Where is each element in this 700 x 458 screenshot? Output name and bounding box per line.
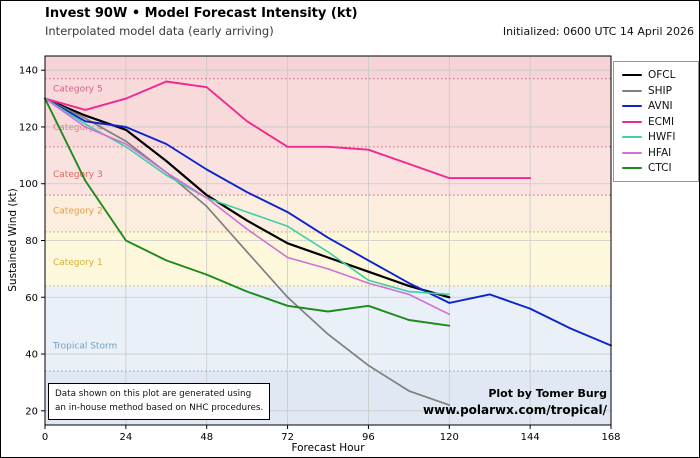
legend-line-swatch <box>622 136 642 138</box>
band-category-3 <box>45 146 611 196</box>
x-tick-label: 120 <box>440 432 459 443</box>
series-HWFI <box>44 97 451 296</box>
annotation-line-1: Data shown on this plot are generated us… <box>55 389 252 399</box>
y-tick-label: 100 <box>19 179 38 190</box>
legend-label: HFAI <box>648 146 672 159</box>
legend-line-swatch <box>622 105 642 107</box>
x-tick-label: 168 <box>601 432 620 443</box>
legend-line-swatch <box>622 73 642 77</box>
x-tick-label: 24 <box>119 432 132 443</box>
band-category-4 <box>45 78 611 147</box>
band-category-5 <box>45 56 611 79</box>
series-SHIP <box>44 97 451 406</box>
legend-label: CTCI <box>648 162 672 174</box>
credit-url: www.polarwx.com/tropical/ <box>423 402 607 417</box>
x-tick-label: 72 <box>281 432 294 443</box>
legend-entry-AVNI: AVNI <box>622 100 690 112</box>
band-tropical-storm <box>45 285 611 372</box>
band-label-category-1: Category 1 <box>53 258 103 268</box>
legend-label: AVNI <box>648 100 673 112</box>
legend-entry-ECMI: ECMI <box>622 115 690 128</box>
legend-entry-OFCL: OFCL <box>622 69 690 81</box>
credit: Plot by Tomer Burg www.polarwx.com/tropi… <box>423 387 607 418</box>
chart-title: Invest 90W • Model Forecast Intensity (k… <box>45 6 358 21</box>
legend-entry-SHIP: SHIP <box>622 84 690 97</box>
legend-line-swatch <box>622 120 642 123</box>
legend-label: ECMI <box>648 115 675 128</box>
x-tick-label: 96 <box>362 432 375 443</box>
legend-label: SHIP <box>648 84 672 97</box>
x-tick-label: 0 <box>42 432 48 443</box>
series-AVNI <box>44 97 612 347</box>
y-tick-label: 20 <box>25 406 38 417</box>
legend-entry-HWFI: HWFI <box>622 131 690 143</box>
y-tick-label: 40 <box>25 350 38 361</box>
legend-line-swatch <box>622 89 642 92</box>
series-CTCI <box>44 97 451 327</box>
legend-entry-CTCI: CTCI <box>622 162 690 174</box>
y-axis-label: Sustained Wind (kt) <box>7 188 19 292</box>
band-label-category-4: Category 4 <box>53 123 103 133</box>
chart-subtitle: Interpolated model data (early arriving) <box>45 24 274 38</box>
band-label-tropical-storm: Tropical Storm <box>52 342 117 352</box>
x-axis-label: Forecast Hour <box>291 442 365 454</box>
legend-entry-HFAI: HFAI <box>622 146 690 159</box>
band-label-category-2: Category 2 <box>53 207 103 217</box>
legend-line-swatch <box>622 151 642 154</box>
credit-author: Plot by Tomer Burg <box>488 387 607 400</box>
band-category-2 <box>45 195 611 232</box>
annotation-box: Data shown on this plot are generated us… <box>48 383 271 421</box>
series-ECMI <box>44 80 532 180</box>
legend-label: HWFI <box>648 131 676 143</box>
y-tick-label: 80 <box>25 236 38 247</box>
x-tick-label: 48 <box>200 432 213 443</box>
x-tick-label: 144 <box>521 432 540 443</box>
band-label-category-3: Category 3 <box>53 170 103 180</box>
annotation-line-2: an in-house method based on NHC procedur… <box>55 402 264 413</box>
y-tick-label: 120 <box>19 122 38 133</box>
band-category-1 <box>45 231 611 286</box>
legend-label: OFCL <box>648 69 676 81</box>
series-HFAI <box>44 97 451 316</box>
y-tick-label: 60 <box>25 293 38 304</box>
band-label-category-5: Category 5 <box>53 85 103 95</box>
legend-line-swatch <box>622 167 642 169</box>
initialized-timestamp: Initialized: 0600 UTC 14 April 2026 <box>502 25 694 38</box>
legend: OFCL SHIP AVNI ECMI HWFI HFAI CTCI <box>613 61 699 182</box>
y-tick-label: 140 <box>19 66 38 77</box>
